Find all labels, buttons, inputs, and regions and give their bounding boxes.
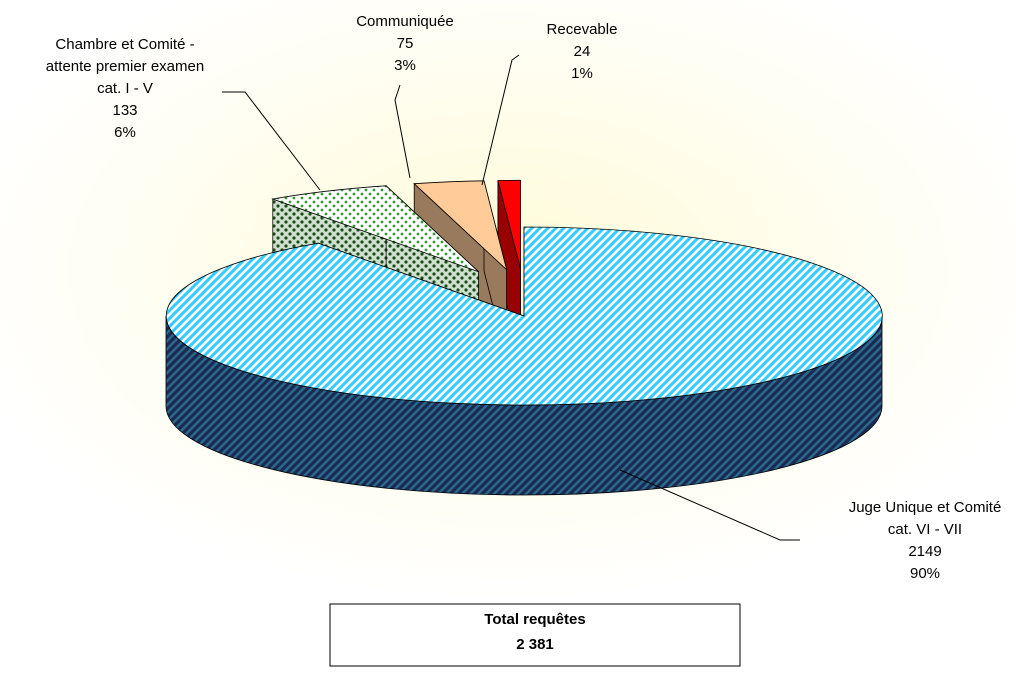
slice bbox=[413, 180, 508, 271]
value-label: 133 bbox=[112, 102, 137, 119]
slice bbox=[165, 226, 883, 406]
value-label: 75 bbox=[397, 35, 414, 52]
category-label: Recevable bbox=[547, 21, 618, 38]
leader-line bbox=[394, 84, 411, 179]
slice bbox=[271, 185, 479, 273]
percent-label: 6% bbox=[114, 124, 136, 141]
category-label: attente premier examen bbox=[46, 58, 204, 75]
pie bbox=[165, 179, 883, 496]
category-label: cat. VI - VII bbox=[888, 521, 962, 538]
labels: Juge Unique et Comité cat. VI - VII 2149 90… bbox=[46, 13, 1002, 582]
leader-line bbox=[481, 54, 520, 186]
category-label: Chambre et Comité - bbox=[55, 36, 194, 53]
leader-line bbox=[222, 91, 321, 191]
percent-label: 3% bbox=[394, 57, 416, 74]
total-value: 2 381 bbox=[516, 636, 554, 653]
slice bbox=[497, 179, 521, 270]
percent-label: 1% bbox=[571, 65, 593, 82]
category-label: Juge Unique et Comité bbox=[849, 499, 1002, 516]
leader-line bbox=[619, 469, 800, 541]
category-label: cat. I - V bbox=[97, 80, 153, 97]
value-label: 2149 bbox=[908, 543, 941, 560]
total-title: Total requêtes bbox=[484, 611, 585, 628]
category-label: Communiquée bbox=[356, 13, 454, 30]
value-label: 24 bbox=[574, 43, 591, 60]
percent-label: 90% bbox=[910, 565, 940, 582]
total-box bbox=[329, 603, 741, 667]
